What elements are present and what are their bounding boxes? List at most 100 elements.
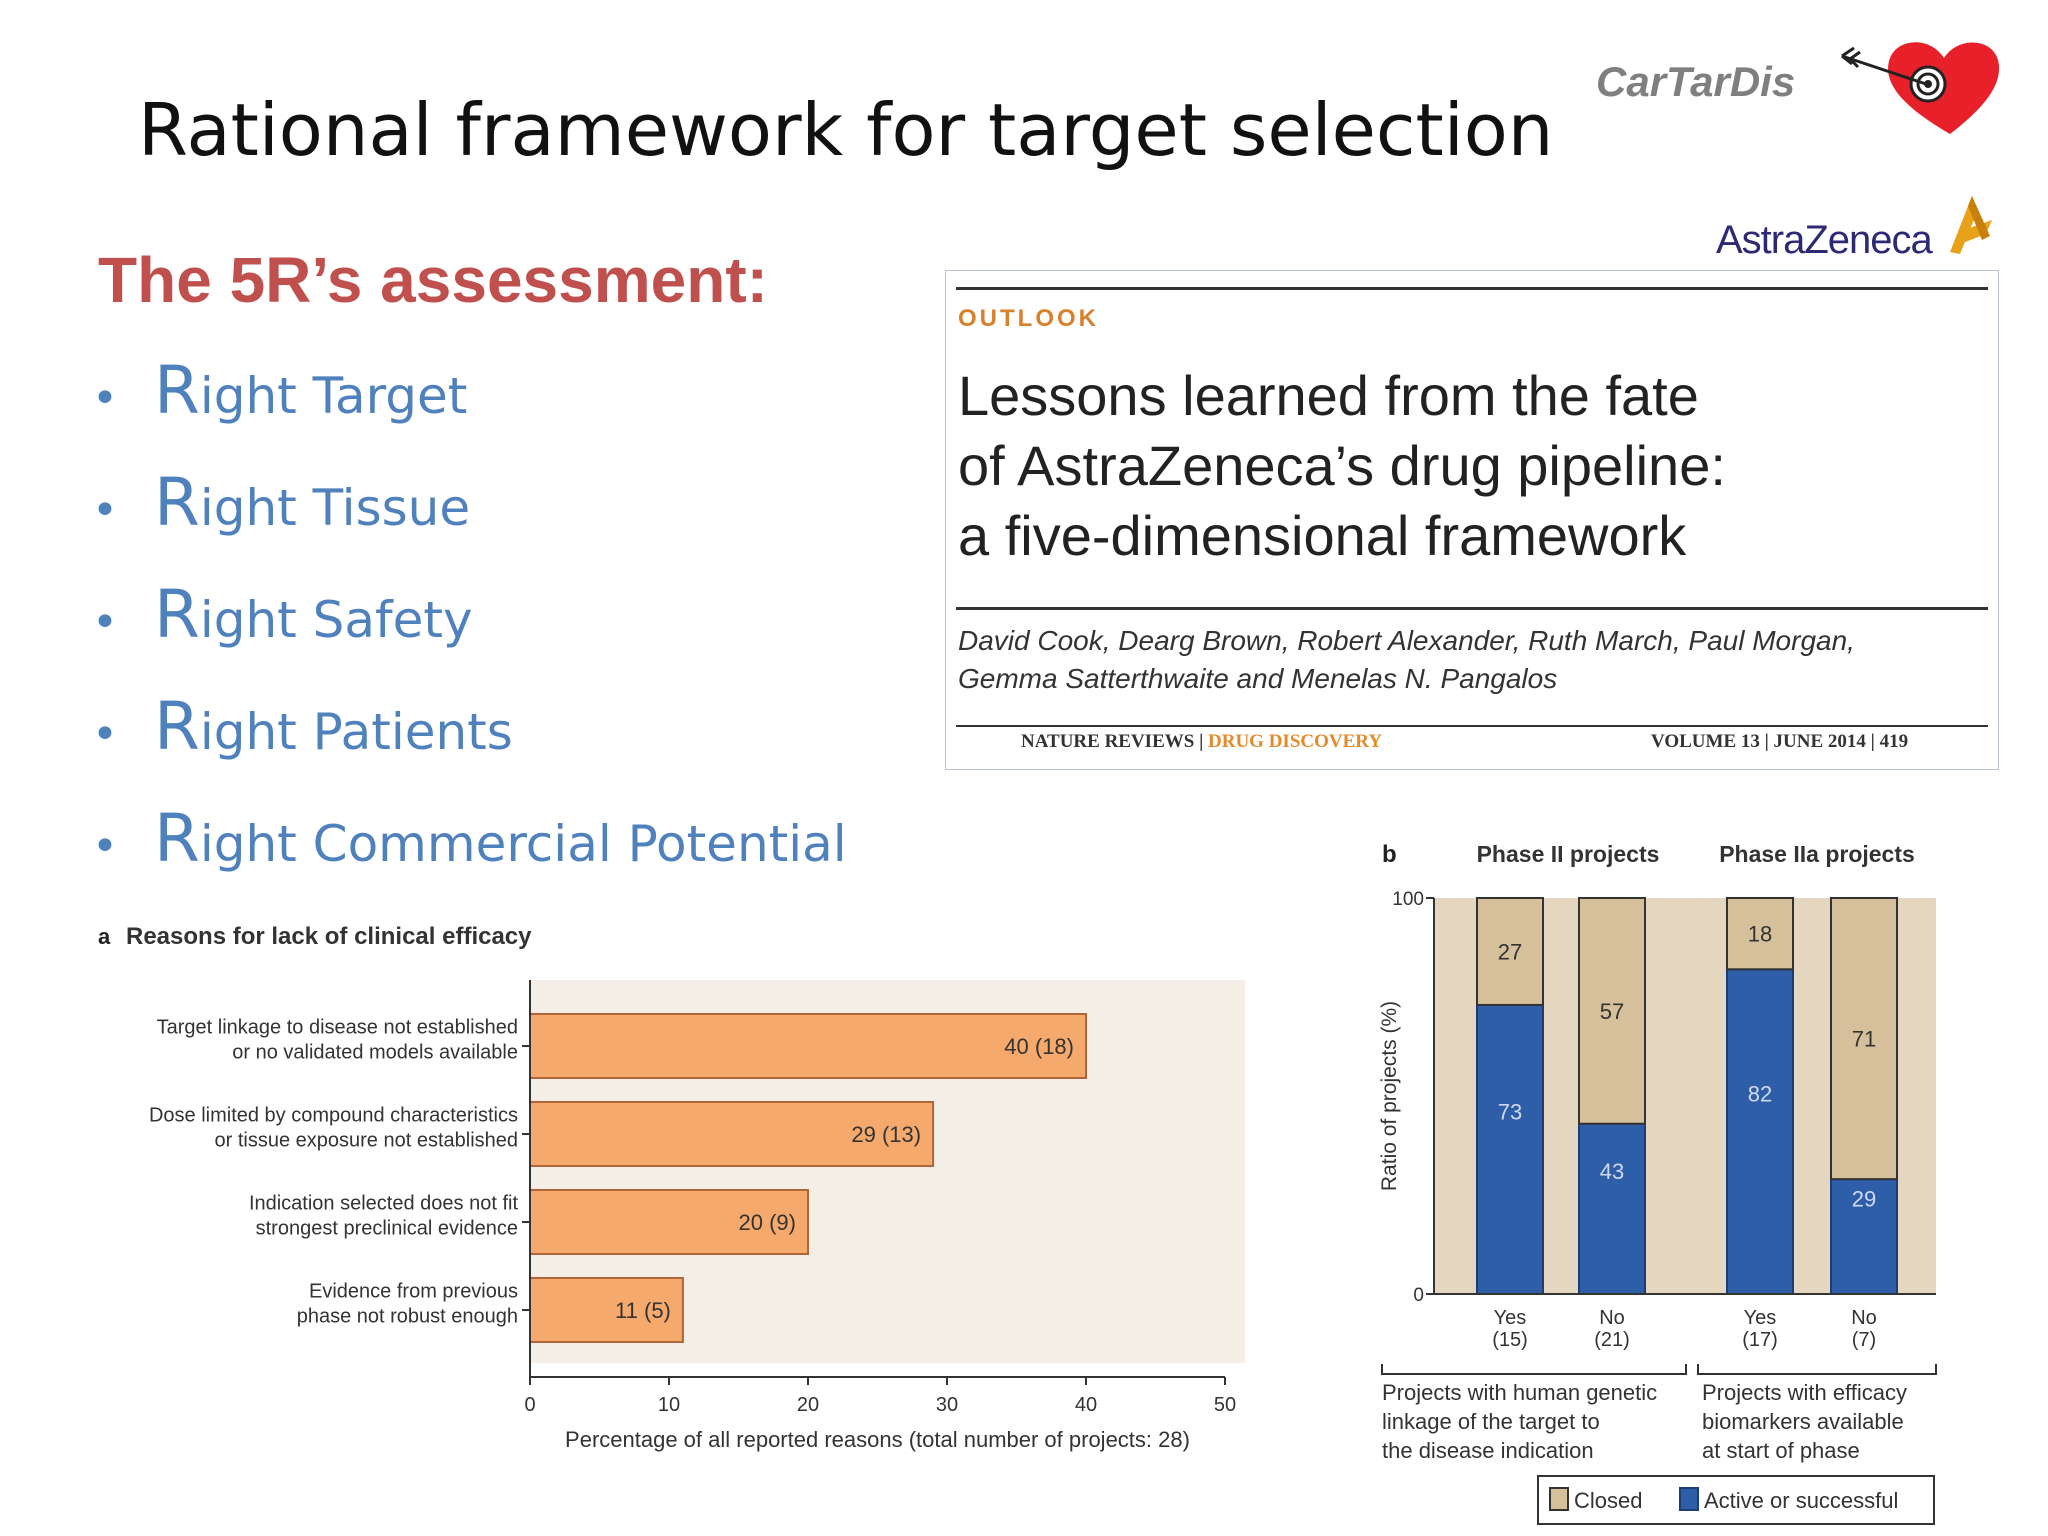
bar-active [1578,1122,1646,1295]
data-label-closed: 71 [1852,1027,1876,1052]
group-bracket [1381,1364,1687,1375]
group-caption: the disease indication [1382,1438,1594,1463]
bar [529,1189,809,1255]
bar-active [1726,968,1794,1295]
group-title: Phase II projects [1477,841,1660,867]
paper-authors-line: Gemma Satterthwaite and Menelas N. Panga… [958,663,1558,694]
category-label: (17) [1742,1329,1778,1351]
category-label: Yes [1494,1307,1527,1329]
journal-issue: VOLUME 13 | JUNE 2014 | 419 [1651,731,1909,752]
bullet-icon: • [92,597,118,648]
group-caption: Projects with efficacy [1702,1380,1907,1405]
bullet-icon: • [92,485,118,536]
y-tick-label: 0 [1413,1285,1424,1306]
journal-left: NATURE REVIEWS [1021,731,1195,752]
bar-closed [1578,897,1646,1125]
legend-swatch-closed [1549,1487,1569,1511]
category-label: Evidence from previous [309,1281,518,1303]
bullet-initial: R [154,352,200,429]
divider [956,287,1988,290]
bar-closed [1830,897,1898,1181]
data-label: 11 (5) [615,1298,671,1323]
data-label-closed: 57 [1600,999,1624,1024]
category-label: (7) [1852,1329,1876,1351]
group-caption: biomarkers available [1702,1409,1904,1434]
divider [956,725,1988,727]
group-title: Phase IIa projects [1719,841,1915,867]
y-tick-label: 100 [1392,889,1424,910]
heart-target-logo-icon [1841,42,2000,134]
category-label: strongest preclinical evidence [256,1218,518,1240]
bullet-text: ight Safety [199,591,473,649]
bullet-text: ight Tissue [199,479,471,537]
x-tick-label: 20 [797,1394,819,1416]
bar-active [1476,1003,1544,1295]
astrazeneca-symbol-icon [1950,196,1992,254]
bar-closed [1726,897,1794,971]
bullet-initial: R [154,576,200,653]
bar [529,1101,935,1167]
paper-title-line: a five-dimensional framework [958,504,1687,567]
bullet-icon: • [92,709,118,760]
journal-right: DRUG DISCOVERY [1208,731,1383,752]
data-label: 20 (9) [739,1210,796,1235]
category-label: Indication selected does not fit [249,1193,519,1215]
chart-phase-projects: b Phase II projects Phase IIa projects 73 27… [1378,841,1937,1525]
group-caption: at start of phase [1702,1438,1860,1463]
divider [956,607,1988,610]
data-label-closed: 18 [1748,922,1772,947]
bullet-initial: R [154,800,200,877]
chart-title: Reasons for lack of clinical efficacy [126,923,532,950]
paper-authors-line: David Cook, Dearg Brown, Robert Alexande… [958,625,1855,656]
data-label: 40 (18) [1004,1034,1074,1059]
data-label-active: 82 [1748,1082,1772,1107]
category-label: or no validated models available [232,1042,518,1064]
data-label-active: 43 [1600,1159,1624,1184]
panel-label: a [98,924,111,949]
panel-label: b [1382,841,1397,868]
bullet-initial: R [154,464,200,541]
legend-label: Closed [1574,1488,1642,1513]
group-bracket [1697,1364,1937,1375]
category-label: Target linkage to disease not establishe… [157,1017,518,1039]
bullet-icon: • [92,373,118,424]
x-tick-label: 10 [658,1394,680,1416]
bar-active [1830,1178,1898,1295]
bullet-icon: • [92,821,118,872]
bullet-text: ight Target [199,367,468,425]
x-axis-label: Percentage of all reported reasons (tota… [565,1427,1190,1452]
category-label: (21) [1594,1329,1630,1351]
category-label: or tissue exposure not established [214,1130,518,1152]
journal-name: NATURE REVIEWS | DRUG DISCOVERY [1021,731,1383,752]
bullet-text: ight Commercial Potential [199,815,847,873]
data-label: 29 (13) [851,1122,921,1147]
legend-label: Active or successful [1704,1488,1898,1513]
paper-title-line: of AstraZeneca’s drug pipeline: [958,434,1726,497]
category-label: (15) [1492,1329,1528,1351]
legend-swatch-active [1679,1487,1699,1511]
paper-section-label: OUTLOOK [958,305,1099,332]
category-label: No [1599,1307,1625,1329]
x-tick-label: 0 [524,1394,535,1416]
bar [529,1013,1087,1079]
legend-box [1537,1475,1935,1525]
group-caption: linkage of the target to [1382,1409,1600,1434]
y-axis-label: Ratio of projects (%) [1378,1001,1401,1191]
astrazeneca-logo: AstraZeneca [1716,218,1933,262]
bar-closed [1476,897,1544,1006]
data-label-active: 73 [1498,1099,1522,1124]
data-label-closed: 27 [1498,939,1522,964]
category-label: Yes [1744,1307,1777,1329]
paper-title-line: Lessons learned from the fate [958,364,1699,427]
category-label: phase not robust enough [297,1306,518,1328]
group-caption: Projects with human genetic [1382,1380,1657,1405]
x-tick-label: 50 [1214,1394,1236,1416]
brand-name: CarTarDis [1596,58,1796,105]
chart-reasons-efficacy: a Reasons for lack of clinical efficacy 40… [98,923,1245,1452]
category-label: Dose limited by compound characteristics [149,1105,518,1127]
assessment-heading: The 5R’s assessment: [98,244,768,316]
